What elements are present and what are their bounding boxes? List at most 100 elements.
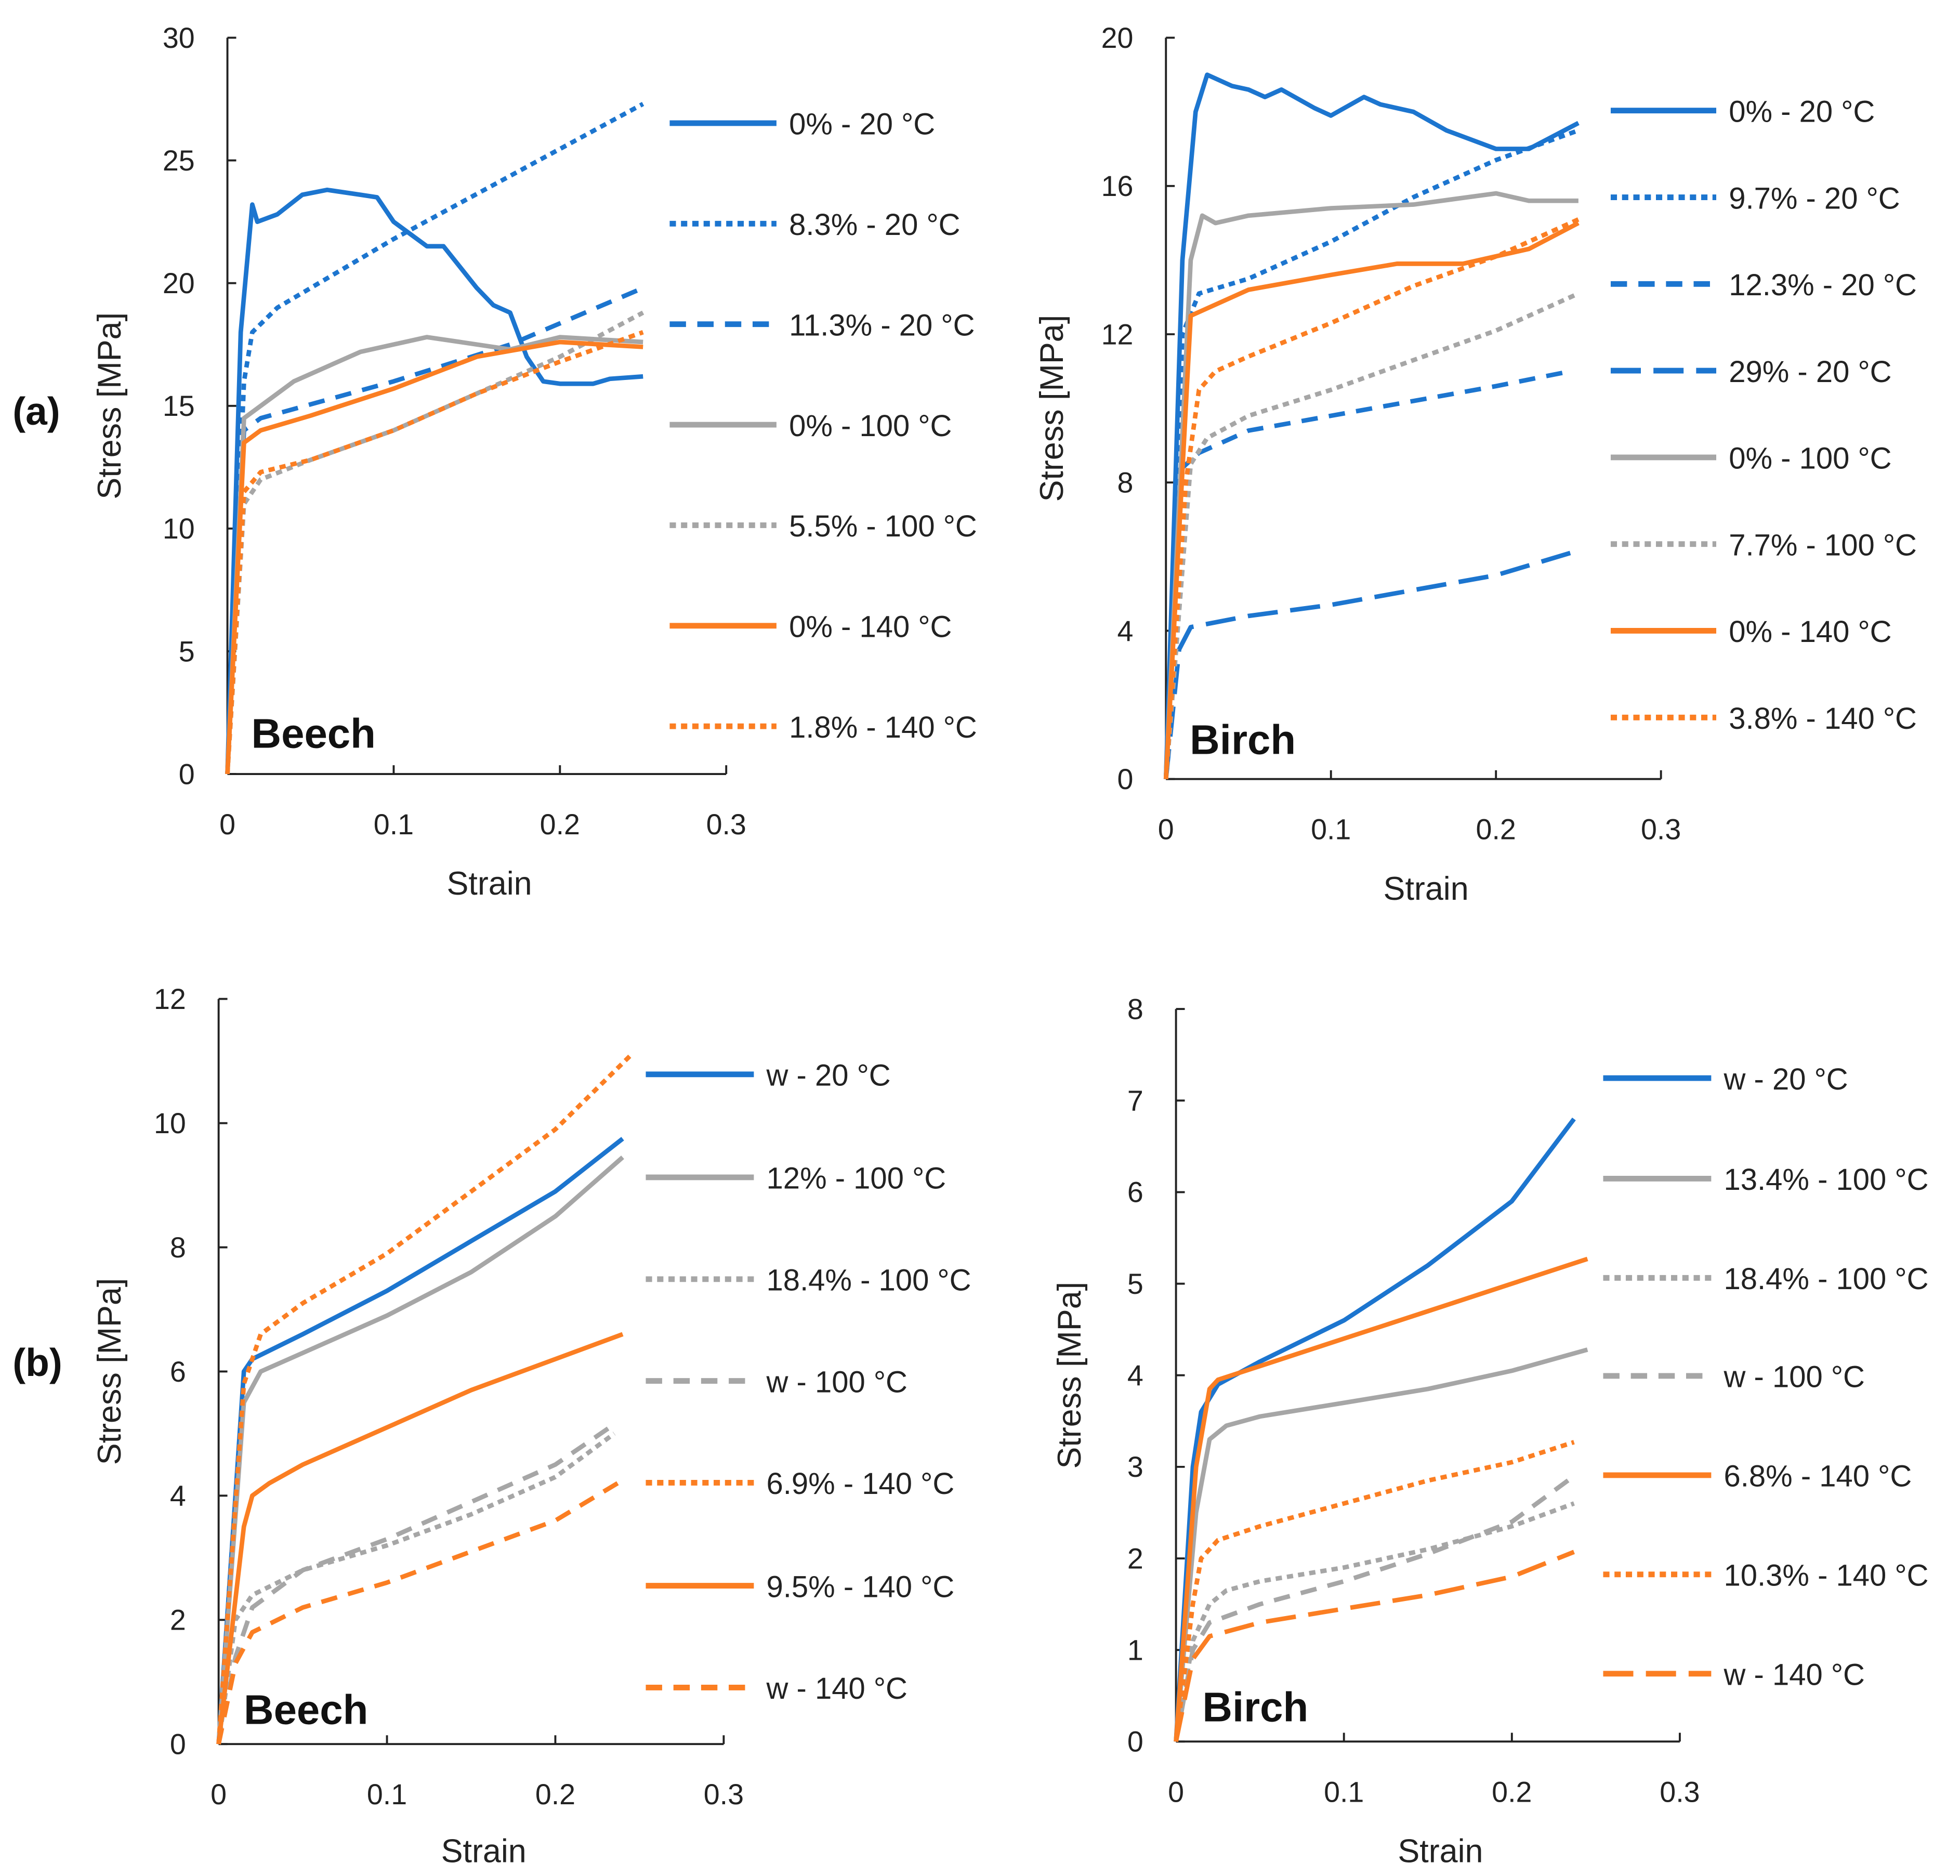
x-tick-label: 0.3: [704, 1778, 744, 1811]
legend-label: 18.4% - 100 °C: [1724, 1262, 1929, 1296]
y-axis-title: Stress [MPa]: [1034, 315, 1070, 502]
y-tick-label: 7: [1127, 1085, 1143, 1117]
y-axis-title: Stress [MPa]: [91, 312, 128, 500]
x-tick-label: 0: [211, 1778, 227, 1811]
series-line: [1174, 1256, 1588, 1742]
y-tick-label: 5: [179, 635, 195, 667]
panel-label-a: (a): [12, 389, 60, 433]
legend-label: 0% - 140 °C: [1729, 615, 1891, 649]
legend-label: 10.3% - 140 °C: [1724, 1559, 1929, 1593]
x-tick-label: 0: [1168, 1776, 1184, 1808]
y-tick-label: 3: [1127, 1451, 1143, 1483]
legend-label: 0% - 20 °C: [789, 108, 935, 141]
legend-label: 9.7% - 20 °C: [1729, 181, 1900, 215]
x-axis-title: Strain: [1384, 871, 1469, 907]
series-line: [216, 1137, 624, 1744]
species-label: Beech: [244, 1687, 368, 1733]
chart-birch-1: 0 0.1 0.2 0.3 0 4 8 12 16 20 Strain Stress [MPa] 0% …: [1034, 22, 1917, 907]
chart-beech-2: 0 0.1 0.2 0.3 0 2 4 6 8 10 12 Strain Stress [MPa] w -…: [91, 983, 971, 1869]
series-line: [216, 1332, 624, 1744]
y-tick-label: 16: [1101, 170, 1134, 202]
legend-label: w - 140 °C: [1724, 1658, 1865, 1692]
x-tick-label: 0.2: [540, 808, 580, 841]
x-tick-label: 0: [1158, 814, 1174, 846]
x-tick-label: 0.3: [1660, 1776, 1700, 1808]
chart-beech-0: 0 0.1 0.2 0.3 0 5 10 15 20 25 30 Strain Stress [MPa]…: [91, 22, 977, 902]
y-tick-label: 8: [170, 1231, 186, 1264]
y-tick-label: 0: [1117, 763, 1133, 795]
legend-label: 11.3% - 20 °C: [789, 308, 975, 342]
series-line: [1174, 1440, 1575, 1742]
series-line: [216, 1478, 624, 1745]
y-tick-label: 15: [163, 390, 195, 422]
series-line: [225, 102, 644, 775]
x-axis-title: Strain: [1398, 1833, 1483, 1869]
series-line: [1174, 1550, 1575, 1742]
legend-label: w - 100 °C: [766, 1365, 907, 1399]
series-line: [1163, 550, 1571, 780]
x-tick-label: 0: [219, 808, 235, 841]
series-line: [225, 187, 643, 775]
chart-birch-3: 0 0.1 0.2 0.3 0 1 2 3 4 5 6 7 8 Strain Stress [MPa] w -…: [1051, 993, 1929, 1869]
series-line: [1174, 1117, 1576, 1742]
x-tick-label: 0.3: [706, 808, 746, 841]
legend-label: 9.5% - 140 °C: [767, 1570, 955, 1604]
legend-label: 5.5% - 100 °C: [789, 509, 977, 543]
series-line: [225, 335, 643, 775]
series-line: [1174, 1474, 1575, 1742]
y-tick-label: 10: [154, 1107, 186, 1139]
y-tick-label: 6: [1127, 1176, 1143, 1209]
legend-label: w - 20 °C: [766, 1059, 891, 1093]
legend-label: 6.9% - 140 °C: [767, 1467, 955, 1501]
legend-label: 7.7% - 100 °C: [1729, 528, 1917, 562]
species-label: Birch: [1190, 716, 1296, 763]
series-line: [225, 310, 644, 775]
x-tick-label: 0.1: [367, 1778, 407, 1811]
panel-label-b: (b): [12, 1341, 62, 1384]
x-tick-label: 0.1: [1324, 1776, 1364, 1808]
legend-label: w - 20 °C: [1724, 1062, 1848, 1096]
y-tick-label: 4: [1127, 1359, 1143, 1392]
legend-label: 0% - 100 °C: [1729, 442, 1891, 476]
species-label: Birch: [1202, 1684, 1308, 1730]
y-tick-label: 25: [163, 145, 195, 177]
legend-label: 0% - 140 °C: [789, 610, 952, 644]
y-tick-label: 2: [1127, 1542, 1143, 1575]
y-tick-label: 8: [1127, 993, 1143, 1025]
legend-label: 3.8% - 140 °C: [1729, 702, 1917, 736]
series-line: [1174, 1347, 1588, 1742]
x-tick-label: 0.1: [374, 808, 414, 841]
x-axis-title: Strain: [446, 865, 532, 902]
legend-label: 18.4% - 100 °C: [767, 1264, 971, 1297]
y-tick-label: 8: [1117, 467, 1133, 499]
legend-label: w - 140 °C: [766, 1672, 907, 1706]
legend-label: 12% - 100 °C: [767, 1162, 946, 1196]
y-tick-label: 0: [170, 1728, 186, 1761]
y-tick-label: 4: [170, 1480, 186, 1512]
series-line: [1174, 1501, 1575, 1742]
series-line: [225, 330, 644, 775]
series-line: [1163, 128, 1580, 779]
series-line: [1163, 369, 1571, 779]
legend-label: 29% - 20 °C: [1729, 355, 1891, 389]
y-tick-label: 12: [1101, 318, 1134, 350]
y-axis-title: Stress [MPa]: [1051, 1282, 1088, 1469]
y-tick-label: 1: [1127, 1634, 1143, 1667]
series-line: [216, 1156, 624, 1744]
x-tick-label: 0.1: [1311, 814, 1351, 846]
series-line: [1163, 217, 1580, 780]
series-line: [1163, 291, 1580, 780]
legend-label: 1.8% - 140 °C: [789, 711, 977, 744]
y-tick-label: 10: [163, 513, 195, 545]
series-line: [225, 286, 644, 775]
y-tick-label: 30: [163, 22, 195, 54]
y-tick-label: 20: [163, 267, 195, 299]
legend-label: 0% - 20 °C: [1729, 95, 1875, 128]
y-tick-label: 0: [1127, 1726, 1143, 1758]
x-tick-label: 0.2: [1492, 1776, 1532, 1808]
x-tick-label: 0.2: [535, 1778, 575, 1811]
y-tick-label: 2: [170, 1604, 186, 1636]
x-tick-label: 0.3: [1641, 814, 1681, 846]
x-tick-label: 0.2: [1476, 814, 1516, 846]
y-tick-label: 4: [1117, 615, 1133, 647]
